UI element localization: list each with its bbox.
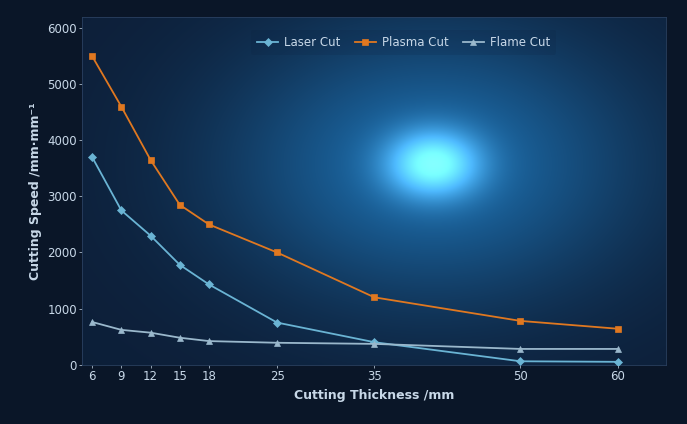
Plasma Cut: [613, 326, 622, 331]
Line: Laser Cut: Laser Cut: [89, 154, 620, 365]
Legend: Laser Cut, Plasma Cut, Flame Cut: Laser Cut, Plasma Cut, Flame Cut: [251, 30, 556, 55]
Flame Cut: [205, 338, 213, 343]
Flame Cut: [613, 346, 622, 351]
Flame Cut: [88, 319, 96, 324]
Laser Cut: [517, 359, 525, 364]
Plasma Cut: [117, 104, 126, 109]
Flame Cut: [273, 340, 281, 345]
X-axis label: Cutting Thickness /mm: Cutting Thickness /mm: [294, 389, 455, 402]
Laser Cut: [176, 262, 184, 268]
Laser Cut: [146, 233, 155, 238]
Flame Cut: [117, 327, 126, 332]
Flame Cut: [146, 330, 155, 335]
Plasma Cut: [370, 295, 379, 300]
Laser Cut: [205, 282, 213, 287]
Plasma Cut: [146, 157, 155, 162]
Y-axis label: Cutting Speed /mm·mm⁻¹: Cutting Speed /mm·mm⁻¹: [29, 102, 42, 279]
Flame Cut: [517, 346, 525, 351]
Line: Plasma Cut: Plasma Cut: [89, 53, 621, 332]
Laser Cut: [88, 155, 96, 160]
Line: Flame Cut: Flame Cut: [89, 319, 621, 352]
Laser Cut: [273, 320, 281, 325]
Plasma Cut: [517, 318, 525, 324]
Flame Cut: [176, 335, 184, 340]
Plasma Cut: [205, 222, 213, 227]
Plasma Cut: [176, 202, 184, 207]
Plasma Cut: [88, 54, 96, 59]
Laser Cut: [117, 208, 126, 213]
Flame Cut: [370, 341, 379, 346]
Laser Cut: [613, 359, 622, 364]
Plasma Cut: [273, 250, 281, 255]
Laser Cut: [370, 340, 379, 345]
